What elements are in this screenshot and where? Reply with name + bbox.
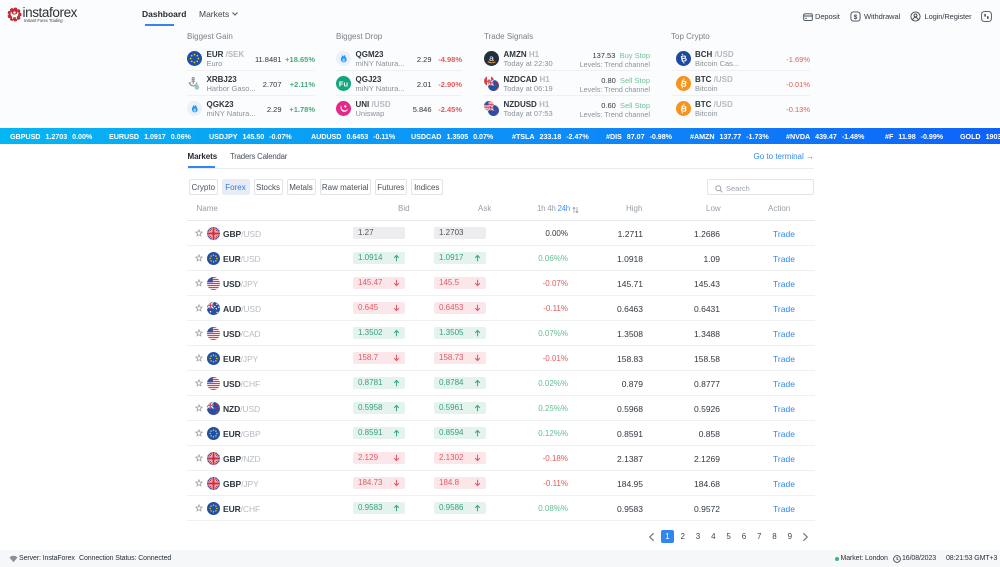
svg-text:Fu: Fu bbox=[339, 79, 349, 88]
svg-text:$: $ bbox=[854, 14, 858, 21]
svg-text:B: B bbox=[680, 103, 688, 114]
svg-text:B: B bbox=[680, 53, 688, 64]
svg-text:a: a bbox=[489, 53, 494, 63]
svg-text:B: B bbox=[680, 78, 688, 89]
